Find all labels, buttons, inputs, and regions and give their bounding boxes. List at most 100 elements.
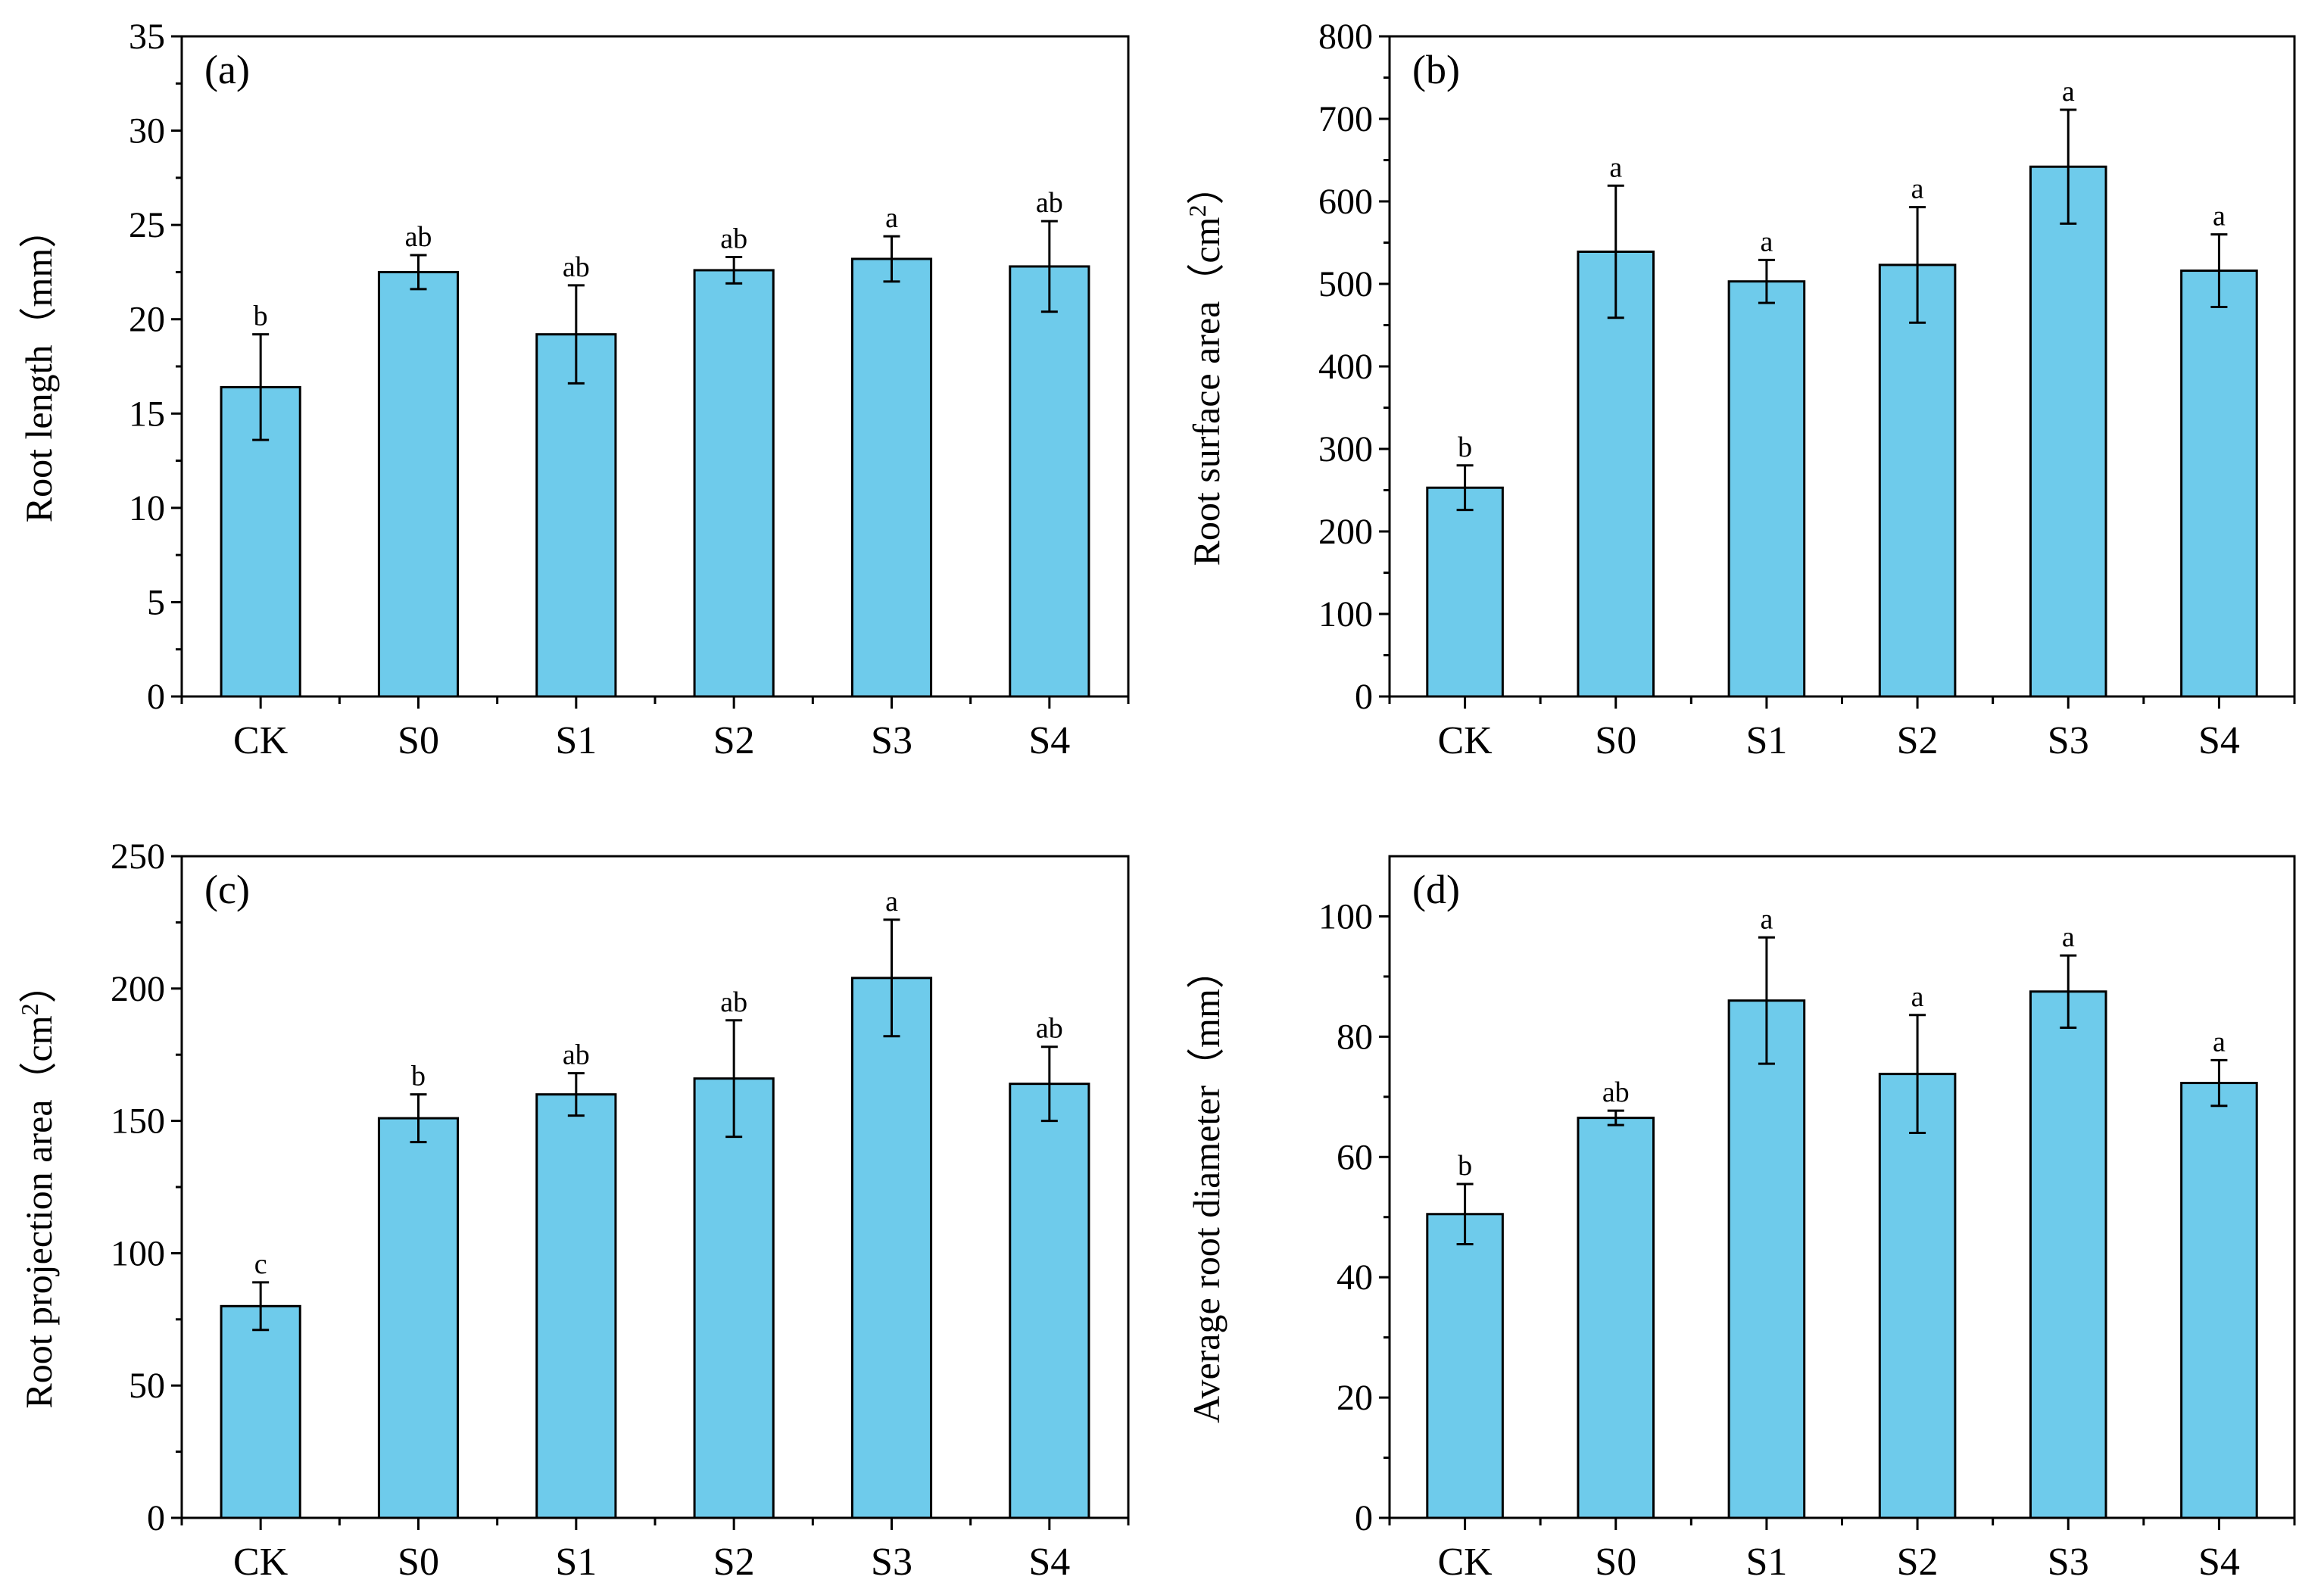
significance-letter-s3: a — [885, 202, 898, 234]
panel-d-average-root-diameter-chart: b ab a a a a 0 20 40 60 80 100 CK S0 S1 S2 S3 S4 (d) Averag… — [1185, 855, 2296, 1584]
bar-s3 — [850, 257, 933, 698]
error-bar-s2 — [725, 255, 743, 285]
x-category-label-s2: S2 — [713, 1541, 755, 1584]
error-bar-s3 — [2060, 108, 2077, 225]
x-category-label-s4: S4 — [1028, 1541, 1070, 1584]
plot-frame — [1388, 855, 2296, 1519]
significance-letter-ck: c — [254, 1248, 267, 1280]
y-tick-label: 800 — [1318, 17, 1373, 57]
y-tick-label: 60 — [1337, 1137, 1373, 1177]
y-tick-label: 30 — [129, 111, 165, 151]
bar-s2 — [1878, 263, 1957, 698]
bar-s0 — [377, 270, 460, 698]
y-tick-label: 35 — [129, 17, 165, 57]
significance-letter-s3: a — [2062, 921, 2075, 953]
significance-letter-s3: a — [885, 886, 898, 918]
significance-letter-s2: a — [1911, 173, 1924, 205]
y-tick-label: 0 — [1355, 1498, 1373, 1538]
error-bar-s0 — [1607, 184, 1624, 319]
bar-s3 — [2029, 990, 2107, 1519]
significance-letter-s1: a — [1760, 903, 1773, 935]
x-category-label-s0: S0 — [1595, 719, 1636, 762]
y-tick-label: 20 — [1337, 1378, 1373, 1418]
significance-letter-s1: a — [1760, 226, 1773, 257]
bar-s2 — [693, 1077, 775, 1519]
y-tick-label: 200 — [111, 969, 165, 1009]
y-axis-title: Root surface area（cm2） — [1184, 167, 1228, 566]
error-bar-s2 — [1909, 1014, 1926, 1134]
bar-s3 — [2029, 165, 2107, 698]
significance-letter-s0: b — [411, 1061, 426, 1092]
bar-s4 — [1009, 265, 1090, 698]
x-category-label-s2: S2 — [1897, 1541, 1939, 1584]
bar-s0 — [1577, 1117, 1655, 1519]
error-bar-s4 — [2210, 233, 2228, 309]
x-category-label-s0: S0 — [398, 1541, 439, 1584]
x-category-label-ck: CK — [1437, 719, 1493, 762]
x-category-label-s1: S1 — [1745, 719, 1787, 762]
panel-a-root-length-chart: b ab ab ab a ab 0 5 10 15 20 25 30 35 CK S0 S1 S2 S3 S4 (a) R… — [17, 17, 1130, 762]
significance-letter-s4: ab — [1036, 187, 1063, 219]
bar-ck — [1426, 486, 1504, 698]
error-bar-s1 — [567, 284, 585, 385]
significance-letter-ck: b — [254, 301, 268, 332]
y-tick-label: 600 — [1318, 182, 1373, 222]
x-category-label-s2: S2 — [1897, 719, 1939, 762]
significance-letter-s3: a — [2062, 76, 2075, 107]
error-bar-s0 — [1607, 1109, 1624, 1126]
bar-s0 — [377, 1117, 460, 1519]
bar-s2 — [693, 269, 775, 698]
y-axis-title: Average root diameter（mm） — [1185, 951, 1228, 1423]
y-axis-title-unit: （mm） — [17, 210, 60, 345]
significance-letter-s4: a — [2213, 201, 2226, 232]
panel-b-root-surface-area-chart: b a a a a a 0 100 200 300 400 500 600 700 800 CK S0 S1 S2 S… — [1184, 17, 2296, 762]
error-bar-s3 — [2060, 954, 2077, 1029]
y-axis-title: Root projection area（cm2） — [16, 965, 60, 1408]
panel-label: (b) — [1412, 47, 1460, 92]
significance-letter-s0: ab — [405, 221, 432, 253]
x-category-label-s4: S4 — [2198, 1541, 2240, 1584]
error-bar-s0 — [410, 1093, 427, 1144]
error-bar-ck — [252, 333, 270, 441]
panel-label: (d) — [1412, 867, 1460, 912]
x-category-label-s0: S0 — [1595, 1541, 1636, 1584]
plot-frame — [1388, 35, 2296, 698]
bar-s1 — [535, 1093, 617, 1519]
bar-s2 — [1878, 1073, 1957, 1519]
x-category-label-s1: S1 — [555, 1541, 597, 1584]
error-bar-s3 — [883, 918, 900, 1038]
error-bar-s1 — [567, 1072, 585, 1117]
plot-frame — [180, 855, 1130, 1519]
significance-letter-s4: a — [2213, 1026, 2226, 1058]
y-tick-label: 25 — [129, 205, 165, 245]
significance-letter-s2: a — [1911, 981, 1924, 1013]
y-tick-label: 80 — [1337, 1017, 1373, 1057]
bar-s0 — [1577, 250, 1655, 698]
significance-letter-s2: ab — [720, 986, 747, 1018]
significance-letter-s1: ab — [563, 251, 590, 283]
error-bar-s2 — [725, 1019, 743, 1139]
bar-ck — [1426, 1213, 1504, 1519]
y-axis-title-close: ） — [1185, 167, 1228, 205]
y-axis-title-main: Root length — [17, 345, 60, 523]
plot-frame — [180, 35, 1130, 698]
y-tick-label: 700 — [1318, 99, 1373, 139]
panel-label: (c) — [204, 867, 250, 912]
x-category-label-s4: S4 — [1028, 719, 1070, 762]
bar-s4 — [1009, 1083, 1090, 1519]
error-bar-s4 — [1040, 1045, 1058, 1123]
significance-letter-ck: b — [1458, 1150, 1472, 1182]
error-bar-s0 — [410, 254, 427, 291]
y-axis-title-superscript: 2 — [16, 1003, 43, 1015]
y-tick-label: 20 — [129, 300, 165, 340]
bar-s3 — [850, 977, 933, 1519]
y-axis-title-main: Root projection area — [17, 1099, 60, 1408]
y-tick-label: 0 — [147, 1498, 165, 1538]
y-axis-title-main: Root surface area — [1185, 301, 1228, 566]
y-tick-label: 400 — [1318, 347, 1373, 387]
y-axis-title: Root length（mm） — [17, 210, 60, 523]
x-category-label-s3: S3 — [871, 719, 912, 762]
significance-letter-ck: b — [1458, 432, 1472, 463]
y-tick-label: 15 — [129, 394, 165, 434]
